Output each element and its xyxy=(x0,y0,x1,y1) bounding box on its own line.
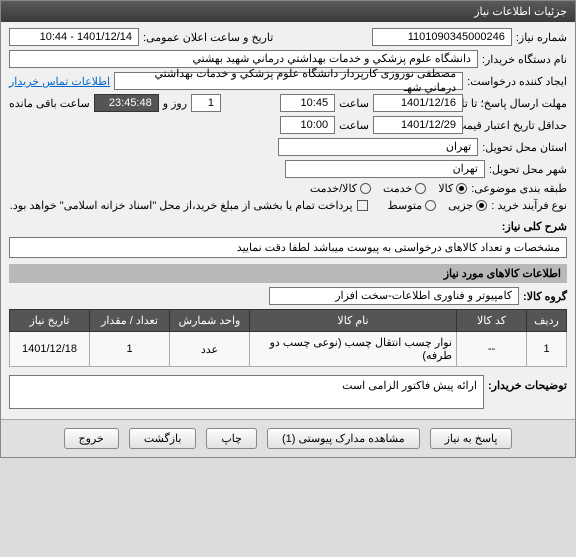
attachments-button[interactable]: مشاهده مدارک پیوستی (1) xyxy=(267,428,420,449)
cell-qty: 1 xyxy=(90,332,170,367)
creator-field: مصطفی نوروزی کارپرداز دانشگاه علوم پزشکي… xyxy=(114,72,463,90)
pub-date-label: تاریخ و ساعت اعلان عمومی: xyxy=(143,31,273,44)
dialog-window: جزئیات اطلاعات نیاز شماره نیاز: 11010903… xyxy=(0,0,576,458)
org-field: دانشگاه علوم پزشکي و خدمات بهداشتي درمان… xyxy=(9,50,478,68)
delivery-city-field: تهران xyxy=(278,138,478,156)
creator-label: ایجاد کننده درخواست: xyxy=(467,75,567,88)
category-radio-group: کالا خدمت کالا/خدمت xyxy=(310,182,467,195)
radio-service-icon xyxy=(415,183,426,194)
req-no-label: شماره نیاز: xyxy=(516,31,567,44)
days-and-label: روز و xyxy=(163,97,187,110)
cell-name: نوار چسب انتقال چسب (نوعی چسب دو طرفه) xyxy=(250,332,457,367)
th-code: کد کالا xyxy=(457,310,527,332)
radio-both-icon xyxy=(360,183,371,194)
th-date: تاریخ نیاز xyxy=(10,310,90,332)
cell-unit: عدد xyxy=(170,332,250,367)
th-name: نام کالا xyxy=(250,310,457,332)
city-label: شهر محل تحویل: xyxy=(489,163,567,176)
radio-goods-icon xyxy=(456,183,467,194)
radio-partial-label: جزیی xyxy=(448,199,473,212)
radio-goods[interactable]: کالا xyxy=(438,182,467,195)
deadline-time-field: 10:45 xyxy=(280,94,335,112)
back-button[interactable]: بازگشت xyxy=(129,428,197,449)
desc-label: شرح کلی نیاز: xyxy=(502,220,567,233)
delivery-city-label: استان محل تحویل: xyxy=(482,141,567,154)
window-title: جزئیات اطلاعات نیاز xyxy=(474,6,567,18)
table-header-row: ردیف کد کالا نام کالا واحد شمارش تعداد /… xyxy=(10,310,567,332)
deadline-label: مهلت ارسال پاسخ؛ تا تاریخ: xyxy=(467,97,567,110)
city-field: تهران xyxy=(285,160,485,178)
radio-partial[interactable]: جزیی xyxy=(448,199,487,212)
exit-button[interactable]: خروج xyxy=(64,428,119,449)
process-label: نوع فرآیند خرید : xyxy=(491,199,567,212)
countdown-field: 23:45:48 xyxy=(94,94,159,112)
category-label: طبقه بندی موضوعی: xyxy=(471,182,567,195)
cell-date: 1401/12/18 xyxy=(10,332,90,367)
radio-medium-label: متوسط xyxy=(388,199,423,212)
print-button[interactable]: چاپ xyxy=(206,428,257,449)
radio-both[interactable]: کالا/خدمت xyxy=(310,182,371,195)
days-field: 1 xyxy=(191,94,221,112)
radio-goods-label: کالا xyxy=(438,182,453,195)
th-qty: تعداد / مقدار xyxy=(90,310,170,332)
valid-time-field: 10:00 xyxy=(280,116,335,134)
radio-both-label: کالا/خدمت xyxy=(310,182,357,195)
org-label: نام دستگاه خریدار: xyxy=(482,53,567,66)
radio-partial-icon xyxy=(476,200,487,211)
table-row[interactable]: 1 -- نوار چسب انتقال چسب (نوعی چسب دو طر… xyxy=(10,332,567,367)
th-unit: واحد شمارش xyxy=(170,310,250,332)
buyer-notes-field: ارائه پیش فاکتور الزامی است xyxy=(9,375,484,409)
group-label: گروه کالا: xyxy=(523,290,567,303)
radio-medium-icon xyxy=(425,200,436,211)
valid-date-field: 1401/12/29 xyxy=(373,116,463,134)
deadline-date-field: 1401/12/16 xyxy=(373,94,463,112)
pub-date-field: 1401/12/14 - 10:44 xyxy=(9,28,139,46)
radio-service[interactable]: خدمت xyxy=(383,182,426,195)
content-area: شماره نیاز: 1101090345000246 تاریخ و ساع… xyxy=(1,22,575,419)
items-header: اطلاعات کالاهای مورد نیاز xyxy=(9,264,567,283)
titlebar: جزئیات اطلاعات نیاز xyxy=(1,1,575,22)
respond-button[interactable]: پاسخ به نیاز xyxy=(430,428,513,449)
th-row: ردیف xyxy=(527,310,567,332)
group-field: کامپیوتر و فناوری اطلاعات-سخت افزار xyxy=(269,287,519,305)
cell-code: -- xyxy=(457,332,527,367)
payment-checkbox[interactable] xyxy=(357,200,368,211)
items-table: ردیف کد کالا نام کالا واحد شمارش تعداد /… xyxy=(9,309,567,367)
remaining-label: ساعت باقی مانده xyxy=(9,97,90,110)
process-radio-group: جزیی متوسط xyxy=(388,199,488,212)
cell-row: 1 xyxy=(527,332,567,367)
time-label-1: ساعت xyxy=(339,97,369,110)
payment-note: پرداخت تمام یا بخشی از مبلغ خرید،از محل … xyxy=(10,199,353,212)
time-label-2: ساعت xyxy=(339,119,369,132)
valid-label: حداقل تاریخ اعتبار قیمت؛ تا تاریخ: xyxy=(467,119,567,132)
radio-medium[interactable]: متوسط xyxy=(388,199,437,212)
contact-link[interactable]: اطلاعات تماس خریدار xyxy=(9,75,110,88)
desc-field: مشخصات و تعداد کالاهای درخواستی به پیوست… xyxy=(9,237,567,258)
req-no-field: 1101090345000246 xyxy=(372,28,512,46)
buyer-notes-label: توضیحات خریدار: xyxy=(488,379,567,392)
button-bar: پاسخ به نیاز مشاهده مدارک پیوستی (1) چاپ… xyxy=(1,419,575,457)
radio-service-label: خدمت xyxy=(383,182,412,195)
